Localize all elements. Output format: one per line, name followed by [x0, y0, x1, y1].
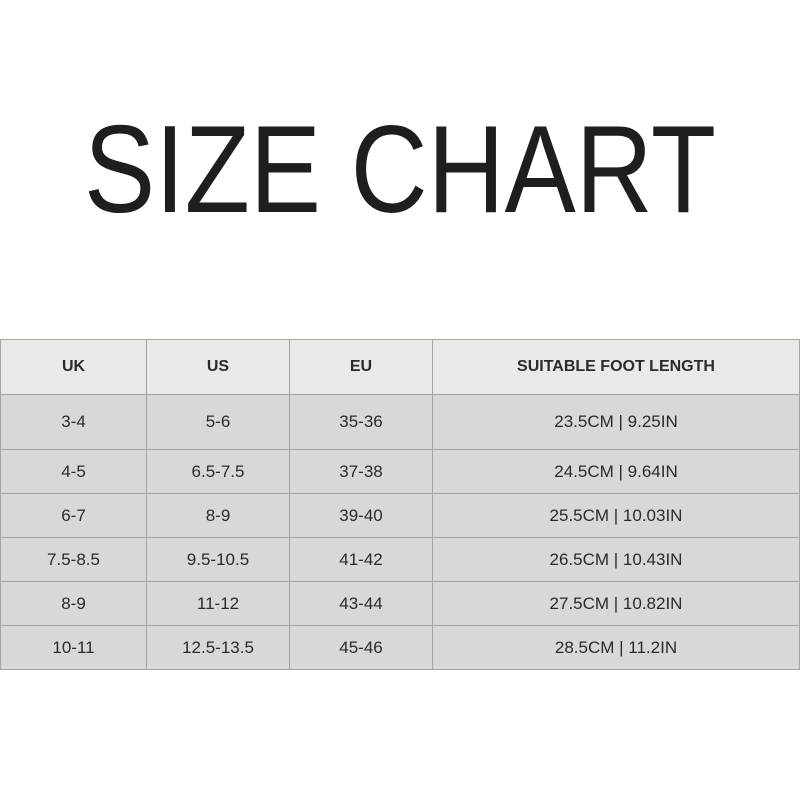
cell-foot-length: 24.5CM | 9.64IN	[432, 449, 800, 494]
cell-foot-length: 27.5CM | 10.82IN	[432, 581, 800, 626]
cell-us: 8-9	[146, 493, 290, 538]
cell-foot-length: 23.5CM | 9.25IN	[432, 394, 800, 450]
cell-us: 9.5-10.5	[146, 537, 290, 582]
size-chart-table: UK US EU SUITABLE FOOT LENGTH 3-4 5-6 35-3…	[0, 339, 800, 670]
table-row: 8-9 11-12 43-44 27.5CM | 10.82IN	[0, 581, 800, 626]
cell-eu: 41-42	[289, 537, 433, 582]
cell-eu: 43-44	[289, 581, 433, 626]
cell-uk: 3-4	[0, 394, 147, 450]
cell-foot-length: 28.5CM | 11.2IN	[432, 625, 800, 670]
cell-eu: 39-40	[289, 493, 433, 538]
header-row: UK US EU SUITABLE FOOT LENGTH	[0, 339, 800, 395]
cell-us: 12.5-13.5	[146, 625, 290, 670]
header-uk: UK	[0, 339, 147, 395]
header-us: US	[146, 339, 290, 395]
cell-uk: 8-9	[0, 581, 147, 626]
cell-uk: 10-11	[0, 625, 147, 670]
cell-foot-length: 26.5CM | 10.43IN	[432, 537, 800, 582]
cell-uk: 4-5	[0, 449, 147, 494]
table-row: 7.5-8.5 9.5-10.5 41-42 26.5CM | 10.43IN	[0, 537, 800, 582]
header-foot-length: SUITABLE FOOT LENGTH	[432, 339, 800, 395]
cell-us: 11-12	[146, 581, 290, 626]
table-row: 10-11 12.5-13.5 45-46 28.5CM | 11.2IN	[0, 625, 800, 670]
page-title: SIZE CHART	[83, 101, 717, 239]
table-row: 6-7 8-9 39-40 25.5CM | 10.03IN	[0, 493, 800, 538]
cell-uk: 6-7	[0, 493, 147, 538]
cell-eu: 45-46	[289, 625, 433, 670]
cell-foot-length: 25.5CM | 10.03IN	[432, 493, 800, 538]
cell-us: 5-6	[146, 394, 290, 450]
table-row: 3-4 5-6 35-36 23.5CM | 9.25IN	[0, 394, 800, 450]
cell-us: 6.5-7.5	[146, 449, 290, 494]
cell-uk: 7.5-8.5	[0, 537, 147, 582]
header-eu: EU	[289, 339, 433, 395]
table-row: 4-5 6.5-7.5 37-38 24.5CM | 9.64IN	[0, 449, 800, 494]
cell-eu: 35-36	[289, 394, 433, 450]
cell-eu: 37-38	[289, 449, 433, 494]
